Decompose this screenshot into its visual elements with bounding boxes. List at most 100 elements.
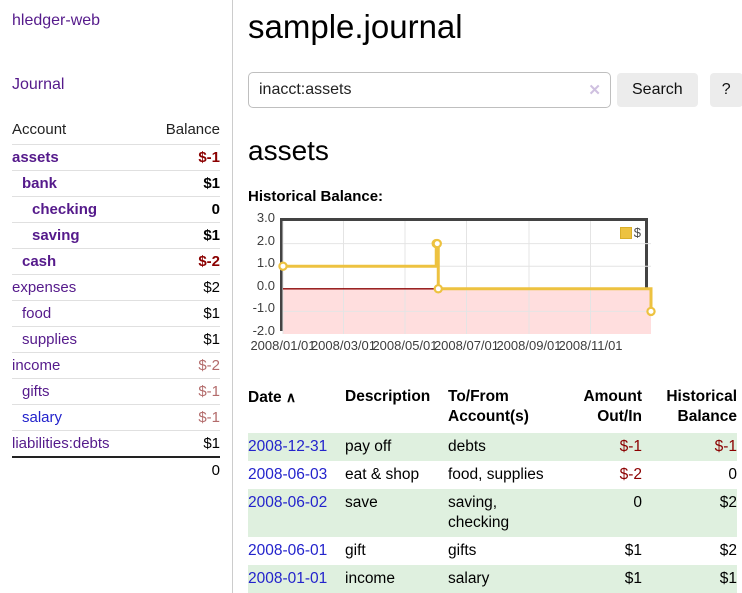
- transaction-description: pay off: [345, 438, 392, 455]
- transactions-tbody: 2008-12-31 pay off debts $-1 $-1 2008-06-03 ea…: [248, 433, 737, 593]
- sidebar-account-link[interactable]: expenses: [12, 279, 77, 296]
- transaction-accounts: food, supplies: [448, 466, 544, 483]
- account-row: cash $-2: [12, 248, 220, 275]
- search-box: ✕: [248, 72, 611, 108]
- y-axis-tick-label: 2.0: [256, 232, 275, 248]
- column-header-balance: Historical Balance: [666, 388, 737, 425]
- transaction-balance: $2: [719, 494, 737, 511]
- x-axis-tick-label: 2008/05/01: [372, 338, 438, 353]
- account-balance: $-1: [145, 144, 220, 171]
- transaction-row: 2008-06-03 eat & shop food, supplies $-2 0: [248, 461, 737, 489]
- account-row: saving $1: [12, 222, 220, 249]
- transaction-row: 2008-06-01 gift gifts $1 $2: [248, 537, 737, 565]
- legend-swatch: [619, 226, 632, 239]
- column-header-accounts: To/From Account(s): [448, 388, 529, 425]
- account-balance: $-2: [145, 248, 220, 275]
- transaction-balance: $1: [719, 570, 737, 587]
- account-balance: $-1: [145, 404, 220, 431]
- account-row: gifts $-1: [12, 378, 220, 405]
- account-balance: $1: [145, 170, 220, 197]
- transaction-balance: $-1: [714, 438, 737, 455]
- account-row: income $-2: [12, 352, 220, 379]
- x-axis-tick-label: 2008/09/01: [496, 338, 562, 353]
- sort-ascending-icon: ∧: [285, 389, 297, 405]
- transaction-accounts: gifts: [448, 542, 477, 559]
- y-axis-tick-label: -1.0: [252, 300, 275, 316]
- sidebar-account-link[interactable]: income: [12, 357, 61, 374]
- transaction-date-link[interactable]: 2008-06-03: [248, 466, 328, 483]
- transaction-amount: $1: [624, 542, 642, 559]
- sidebar-item-journal[interactable]: Journal: [12, 76, 65, 93]
- y-axis-tick-label: 0.0: [256, 277, 275, 293]
- x-axis-tick-label: 2008/01/01: [250, 338, 316, 353]
- transaction-description: income: [345, 570, 395, 587]
- account-row: liabilities:debts $1: [12, 430, 220, 458]
- legend-label: $: [633, 225, 641, 240]
- app-title-link[interactable]: hledger-web: [12, 12, 101, 29]
- transaction-description: eat & shop: [345, 466, 420, 483]
- transaction-date-link[interactable]: 2008-01-01: [248, 570, 328, 587]
- transaction-description: gift: [345, 542, 366, 559]
- transaction-accounts: debts: [448, 438, 486, 455]
- account-balance: 0: [145, 196, 220, 223]
- clear-search-icon[interactable]: ✕: [588, 82, 601, 99]
- transaction-accounts: salary: [448, 570, 490, 587]
- sidebar-account-link[interactable]: cash: [22, 253, 57, 270]
- column-header-description: Description: [345, 388, 431, 405]
- transaction-balance: $2: [719, 542, 737, 559]
- accounts-total-row: 0: [12, 456, 220, 483]
- transaction-date-link[interactable]: 2008-06-02: [248, 494, 328, 511]
- sidebar-account-link[interactable]: bank: [22, 175, 58, 192]
- transaction-date-link[interactable]: 2008-06-01: [248, 542, 328, 559]
- sidebar-account-link[interactable]: salary: [22, 409, 63, 426]
- chart-canvas: [278, 221, 656, 334]
- transaction-row: 2008-01-01 income salary $1 $1: [248, 565, 737, 593]
- transaction-amount: 0: [633, 494, 642, 511]
- y-axis-tick-label: 3.0: [256, 210, 275, 225]
- accounts-table: Account Balance assets $-1 bank $1 checking 0…: [12, 118, 220, 483]
- search-input[interactable]: [248, 72, 611, 108]
- account-balance: $1: [145, 430, 220, 458]
- sidebar-account-link[interactable]: liabilities:debts: [12, 435, 110, 452]
- sidebar-account-link[interactable]: assets: [12, 149, 59, 166]
- historical-balance-chart: 3.0 2.0 1.0 0.0 -1.0 -2.0 $ 2008/01/01 2008/03…: [248, 211, 658, 361]
- sidebar-account-link[interactable]: food: [22, 305, 52, 322]
- account-balance: $1: [145, 326, 220, 353]
- account-balance: $1: [145, 300, 220, 327]
- sidebar-account-link[interactable]: saving: [32, 227, 80, 244]
- account-balance: $2: [145, 274, 220, 301]
- transaction-amount: $-1: [619, 438, 642, 455]
- sidebar-account-link[interactable]: gifts: [22, 383, 50, 400]
- transaction-date-link[interactable]: 2008-12-31: [248, 438, 328, 455]
- sidebar-account-link[interactable]: supplies: [22, 331, 78, 348]
- search-button[interactable]: Search: [617, 73, 698, 107]
- account-balance: $-1: [145, 378, 220, 405]
- account-row: supplies $1: [12, 326, 220, 353]
- x-axis-tick-label: 2008/07/01: [433, 338, 500, 353]
- chart-legend: $: [619, 225, 641, 240]
- account-row: assets $-1: [12, 144, 220, 171]
- x-axis-tick-label: 2008/11/01: [558, 338, 623, 353]
- y-axis-tick-label: -2.0: [252, 323, 275, 338]
- column-header-amount: Amount Out/In: [583, 388, 642, 425]
- transaction-accounts: saving, checking: [448, 494, 510, 531]
- transaction-amount: $1: [624, 570, 642, 587]
- account-row: expenses $2: [12, 274, 220, 301]
- accounts-column-header: Account: [12, 118, 146, 145]
- account-row: food $1: [12, 300, 220, 327]
- transaction-amount: $-2: [619, 466, 642, 483]
- page-title: sample.journal: [248, 8, 463, 45]
- chart-title-label: Historical Balance:: [248, 188, 384, 205]
- main-content: sample.journal ✕ Search ? assets Histori…: [233, 0, 742, 593]
- transaction-description: save: [345, 494, 378, 511]
- account-heading: assets: [248, 135, 329, 166]
- sidebar-account-link[interactable]: checking: [32, 201, 98, 218]
- account-balance: $-2: [145, 352, 220, 379]
- help-button[interactable]: ?: [709, 73, 742, 107]
- account-balance: $1: [145, 222, 220, 249]
- transaction-row: 2008-06-02 save saving, checking 0 $2: [248, 489, 737, 537]
- transaction-balance: 0: [728, 466, 737, 483]
- accounts-tbody: assets $-1 bank $1 checking 0 saving $1 cash $-2 e…: [12, 144, 220, 458]
- column-header-date[interactable]: Date ∧: [248, 389, 297, 406]
